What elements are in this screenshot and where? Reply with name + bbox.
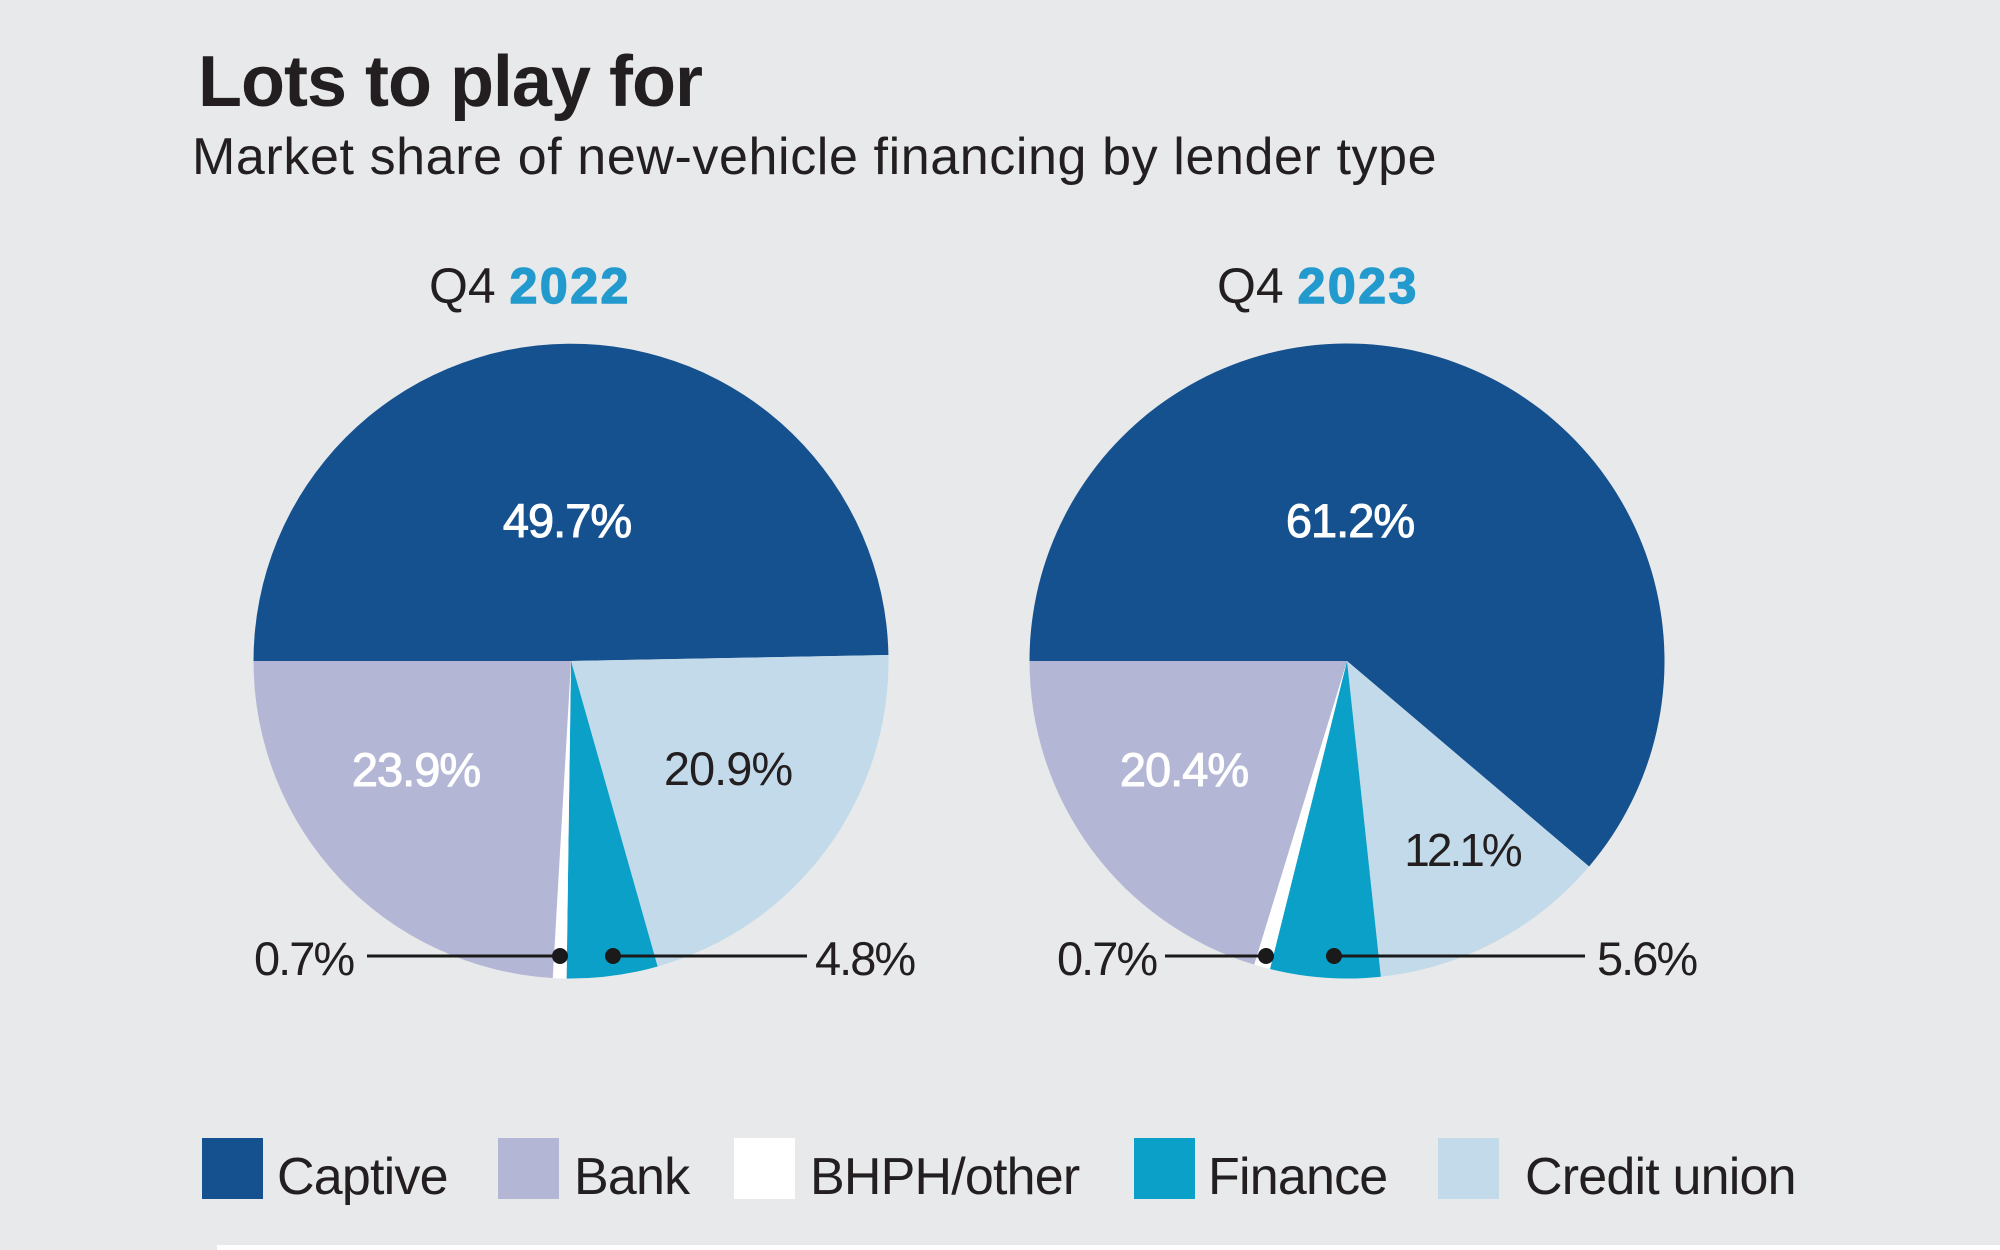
svg-text:Q4 2023: Q4 2023 — [1217, 258, 1419, 314]
svg-text:20.9%: 20.9% — [664, 742, 792, 795]
svg-text:Credit union: Credit union — [1525, 1148, 1796, 1206]
svg-text:49.7%: 49.7% — [503, 494, 631, 547]
svg-text:0.7%: 0.7% — [254, 932, 354, 985]
svg-text:23.9%: 23.9% — [352, 743, 480, 796]
svg-text:Q4 2022: Q4 2022 — [429, 258, 631, 314]
svg-text:Market share of new-vehicle fi: Market share of new-vehicle financing by… — [192, 128, 1437, 186]
svg-text:4.8%: 4.8% — [815, 932, 915, 985]
svg-text:61.2%: 61.2% — [1286, 494, 1414, 547]
svg-text:Finance: Finance — [1208, 1148, 1387, 1206]
svg-text:Bank: Bank — [574, 1148, 691, 1206]
svg-text:20.4%: 20.4% — [1120, 743, 1248, 796]
svg-text:Captive: Captive — [277, 1148, 448, 1206]
svg-text:12.1%: 12.1% — [1404, 824, 1522, 876]
svg-text:5.6%: 5.6% — [1597, 932, 1697, 985]
svg-text:0.7%: 0.7% — [1057, 932, 1157, 985]
svg-text:BHPH/other: BHPH/other — [810, 1148, 1080, 1206]
svg-text:Lots to play for: Lots to play for — [198, 42, 702, 122]
